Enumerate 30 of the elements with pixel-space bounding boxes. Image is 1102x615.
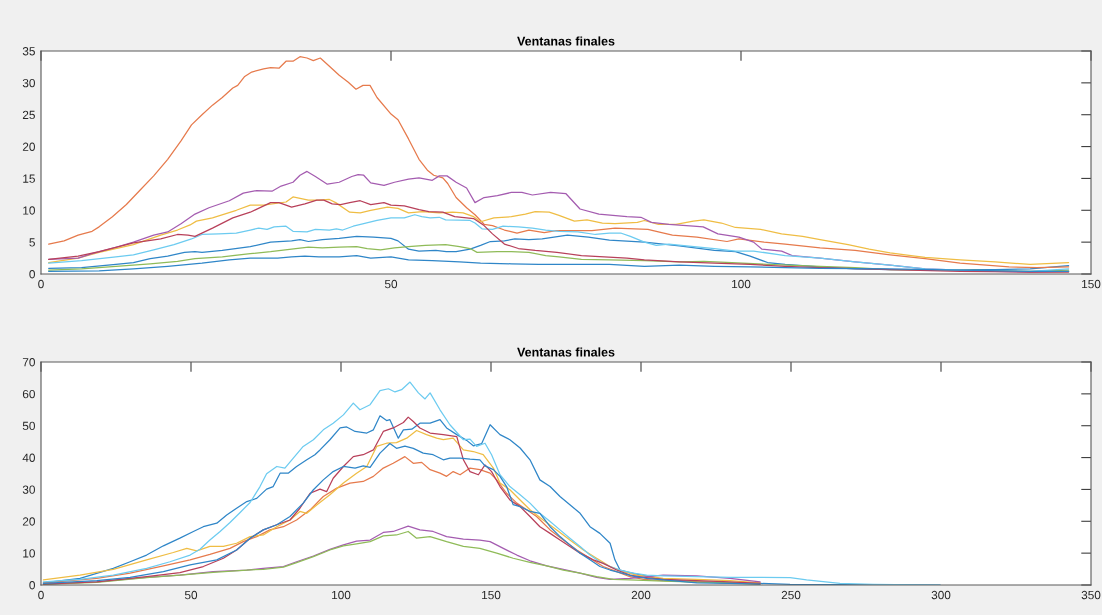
x-tick-label: 200	[631, 590, 651, 600]
y-tick-label: 0	[29, 270, 35, 279]
x-tick-label: 0	[38, 279, 44, 289]
chart-title: Ventanas finales	[517, 347, 615, 357]
chart-title: Ventanas finales	[517, 36, 615, 46]
y-tick-label: 40	[22, 453, 35, 462]
x-tick-label: 250	[781, 590, 801, 600]
y-tick-label: 50	[22, 421, 35, 431]
y-tick-label: 0	[29, 581, 35, 590]
y-tick-label: 20	[22, 142, 35, 151]
y-tick-label: 60	[22, 389, 35, 399]
y-tick-label: 70	[22, 358, 35, 367]
y-tick-label: 15	[23, 174, 35, 183]
x-tick-label: 50	[384, 279, 398, 289]
x-tick-label: 150	[482, 590, 501, 600]
y-tick-label: 30	[22, 485, 35, 494]
x-tick-label: 350	[1081, 590, 1101, 600]
y-tick-label: 35	[22, 47, 35, 56]
y-tick-label: 5	[29, 238, 35, 247]
x-tick-label: 300	[931, 590, 951, 600]
x-tick-label: 50	[184, 590, 198, 600]
y-tick-label: 10	[23, 206, 35, 215]
y-tick-label: 10	[23, 549, 35, 558]
y-tick-label: 25	[22, 110, 35, 120]
x-tick-label: 100	[732, 279, 751, 289]
y-tick-label: 30	[22, 78, 35, 88]
x-tick-label: 150	[1082, 279, 1101, 289]
x-tick-label: 100	[332, 590, 351, 600]
y-tick-label: 20	[22, 517, 35, 526]
x-tick-label: 0	[38, 590, 44, 600]
